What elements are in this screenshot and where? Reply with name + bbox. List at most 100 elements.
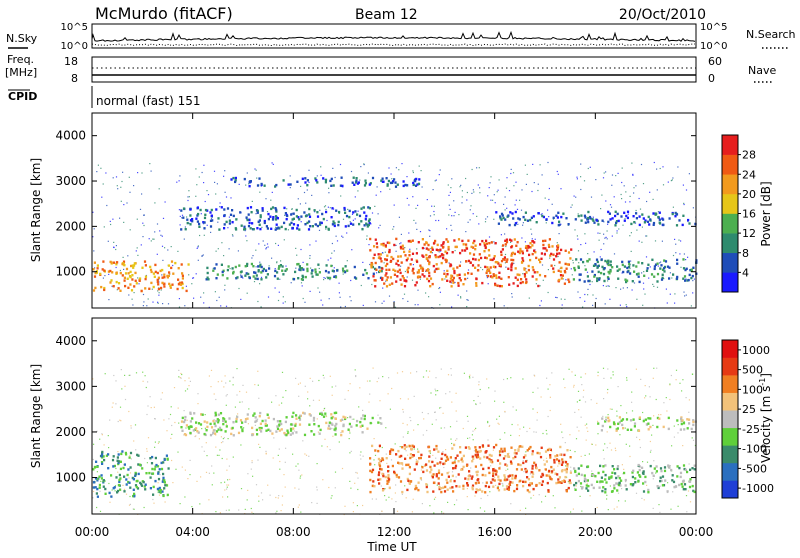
- echo-cell: [274, 185, 277, 188]
- echo-cell: [580, 219, 583, 222]
- scatter-cell: [162, 217, 165, 219]
- echo-cell: [374, 285, 377, 288]
- scatter-cell: [467, 437, 469, 439]
- echo-cell: [552, 216, 555, 219]
- echo-cell: [520, 278, 523, 281]
- scatter-cell: [400, 242, 402, 244]
- echo-cell: [385, 258, 388, 262]
- echo-cell: [412, 181, 415, 185]
- echo-cell: [643, 274, 646, 277]
- scatter-cell: [130, 458, 132, 460]
- echo-cell: [597, 471, 600, 475]
- echo-cell: [531, 472, 535, 475]
- echo-cell: [478, 450, 481, 453]
- echo-cell: [608, 419, 611, 422]
- scatter-cell: [626, 306, 628, 308]
- scatter-cell: [157, 301, 159, 303]
- echo-cell: [378, 444, 381, 447]
- echo-cell: [430, 474, 434, 478]
- scatter-cell: [472, 439, 474, 441]
- scatter-cell: [472, 189, 474, 191]
- scatter-cell: [515, 181, 517, 183]
- scatter-cell: [378, 377, 380, 379]
- scatter-cell: [323, 409, 325, 412]
- echo-cell: [415, 281, 418, 284]
- echo-cell: [616, 465, 620, 468]
- scatter-cell: [537, 183, 539, 185]
- echo-cell: [545, 474, 548, 477]
- echo-cell: [204, 433, 207, 437]
- scatter-cell: [612, 374, 614, 376]
- scatter-cell: [347, 417, 349, 419]
- scatter-cell: [196, 480, 198, 482]
- scatter-cell: [210, 231, 212, 233]
- scatter-cell: [276, 262, 278, 264]
- echo-cell: [360, 417, 363, 420]
- scatter-cell: [469, 374, 471, 376]
- scatter-cell: [393, 301, 395, 303]
- echo-cell: [492, 446, 496, 449]
- velocity-colorbar-label: Velocity [m s-1]: [758, 373, 773, 463]
- scatter-cell: [513, 185, 515, 187]
- scatter-cell: [584, 424, 586, 426]
- scatter-cell: [227, 496, 229, 498]
- scatter-cell: [551, 450, 553, 452]
- scatter-cell: [578, 262, 580, 264]
- echo-cell: [570, 248, 573, 251]
- echo-cell: [408, 482, 411, 485]
- echo-cell: [557, 269, 560, 272]
- scatter-cell: [201, 171, 203, 174]
- echo-cell: [580, 464, 583, 467]
- echo-cell: [353, 183, 356, 186]
- scatter-cell: [179, 215, 181, 217]
- echo-cell: [651, 258, 654, 261]
- echo-cell: [137, 463, 140, 466]
- scatter-cell: [189, 380, 191, 382]
- echo-cell: [518, 251, 521, 255]
- echo-cell: [519, 281, 522, 285]
- echo-cell: [122, 263, 125, 266]
- echo-cell: [260, 426, 263, 430]
- echo-cell: [96, 495, 99, 498]
- scatter-cell: [522, 273, 524, 275]
- scatter-cell: [402, 411, 404, 413]
- echo-cell: [425, 469, 429, 472]
- scatter-cell: [544, 495, 547, 497]
- scatter-cell: [560, 223, 562, 225]
- echo-cell: [466, 484, 469, 487]
- scatter-cell: [360, 166, 362, 168]
- scatter-cell: [461, 202, 463, 204]
- scatter-cell: [525, 183, 527, 185]
- echo-cell: [492, 274, 495, 278]
- echo-cell: [500, 447, 503, 451]
- scatter-cell: [228, 509, 230, 511]
- echo-cell: [199, 423, 203, 426]
- scatter-cell: [133, 292, 135, 294]
- colorbar-tick-label: 1000: [742, 344, 770, 357]
- echo-cell: [213, 267, 216, 270]
- freq-label-line2: [MHz]: [5, 66, 37, 79]
- echo-cell: [257, 220, 260, 223]
- scatter-cell: [488, 387, 490, 389]
- echo-cell: [579, 258, 583, 261]
- echo-cell: [113, 261, 116, 264]
- echo-cell: [516, 284, 519, 288]
- scatter-cell: [517, 223, 519, 225]
- scatter-cell: [279, 278, 281, 280]
- echo-cell: [251, 222, 254, 225]
- scatter-cell: [117, 451, 119, 453]
- scatter-cell: [408, 232, 410, 234]
- scatter-cell: [606, 238, 608, 240]
- echo-cell: [92, 268, 95, 271]
- scatter-cell: [433, 214, 435, 216]
- echo-cell: [329, 427, 332, 430]
- scatter-cell: [674, 293, 676, 295]
- echo-cell: [609, 268, 612, 272]
- echo-cell: [341, 184, 344, 188]
- echo-cell: [679, 471, 683, 475]
- scatter-cell: [568, 368, 570, 370]
- scatter-cell: [167, 303, 170, 305]
- scatter-cell: [599, 232, 601, 234]
- echo-cell: [476, 470, 479, 473]
- echo-cell: [503, 449, 506, 453]
